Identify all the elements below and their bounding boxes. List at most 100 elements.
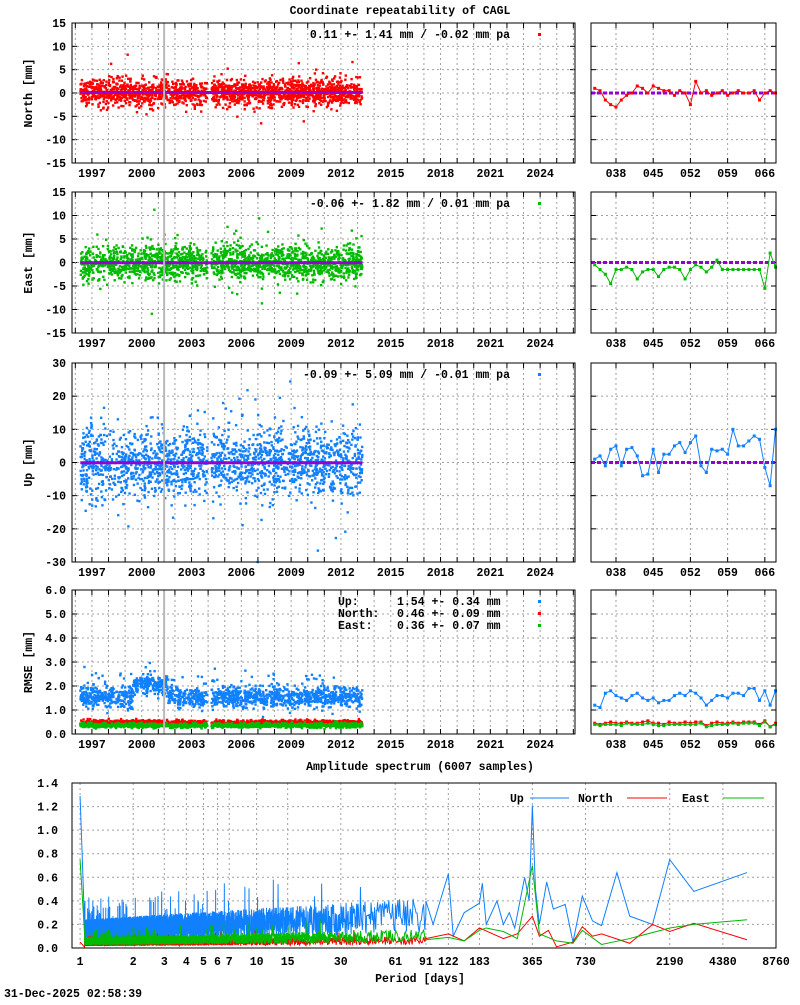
data-point xyxy=(340,270,342,272)
data-point xyxy=(140,257,142,259)
data-point xyxy=(332,499,334,501)
data-point xyxy=(317,84,319,86)
data-point xyxy=(357,438,359,440)
data-point xyxy=(160,81,162,83)
data-point xyxy=(226,226,228,228)
data-point xyxy=(194,98,196,100)
data-point xyxy=(147,87,149,89)
data-point xyxy=(178,101,180,103)
data-point xyxy=(169,272,171,274)
data-point xyxy=(111,273,113,275)
data-point xyxy=(173,97,175,99)
data-point xyxy=(360,268,362,270)
data-point xyxy=(340,81,342,83)
data-point xyxy=(95,95,97,97)
data-point xyxy=(291,257,293,259)
data-point xyxy=(198,95,200,97)
data-point xyxy=(146,270,148,272)
data-point xyxy=(97,106,99,108)
spectrum-title: Amplitude spectrum (6007 samples) xyxy=(306,761,534,774)
data-point xyxy=(266,469,268,471)
data-point xyxy=(99,102,101,104)
data-point xyxy=(100,438,102,440)
data-point xyxy=(226,79,228,81)
data-point xyxy=(261,96,263,98)
data-point xyxy=(179,257,181,259)
data-point xyxy=(270,267,272,269)
data-point xyxy=(184,88,186,90)
data-point xyxy=(307,96,309,98)
data-point xyxy=(286,255,288,257)
data-point xyxy=(359,481,361,483)
data-point xyxy=(269,481,271,483)
data-point xyxy=(218,495,220,497)
data-point xyxy=(224,103,226,105)
data-point xyxy=(138,274,140,276)
data-point xyxy=(212,250,214,252)
data-point xyxy=(92,467,94,469)
data-point xyxy=(273,484,275,486)
data-point xyxy=(192,264,194,266)
data-point xyxy=(252,107,254,109)
data-point xyxy=(114,268,116,270)
data-point xyxy=(147,259,149,261)
data-point xyxy=(92,473,94,475)
data-point xyxy=(296,250,298,252)
data-point xyxy=(169,97,171,99)
data-point xyxy=(348,273,350,275)
data-point xyxy=(333,279,335,281)
data-point xyxy=(214,286,216,288)
data-point xyxy=(99,79,101,81)
data-point xyxy=(341,276,343,278)
data-point xyxy=(186,104,188,106)
data-point xyxy=(165,81,167,83)
data-point xyxy=(313,88,315,90)
data-point xyxy=(231,271,233,273)
x-tick-label: 2021 xyxy=(477,338,505,351)
data-point xyxy=(184,491,186,493)
x-tick-label: 2018 xyxy=(427,168,455,181)
data-point xyxy=(251,243,253,245)
data-point xyxy=(342,440,344,442)
data-point xyxy=(147,273,149,275)
data-point xyxy=(322,72,324,74)
data-point xyxy=(106,96,108,98)
data-point xyxy=(262,85,264,87)
data-point xyxy=(131,255,133,257)
data-point xyxy=(355,273,357,275)
data-point xyxy=(329,469,331,471)
y-tick-label: -5 xyxy=(52,281,66,294)
data-point xyxy=(124,100,126,102)
data-point xyxy=(237,97,239,99)
data-point xyxy=(241,524,243,526)
x-tick-label: 2009 xyxy=(277,338,305,351)
data-point xyxy=(101,85,103,87)
data-point xyxy=(137,477,139,479)
data-point xyxy=(142,74,144,76)
data-point xyxy=(197,439,199,441)
data-point xyxy=(224,85,226,87)
data-point xyxy=(141,102,143,104)
data-point xyxy=(95,254,97,256)
data-point xyxy=(257,478,259,480)
data-point xyxy=(269,107,271,109)
data-point xyxy=(262,254,264,256)
data-point xyxy=(134,105,136,107)
data-point xyxy=(88,503,90,505)
data-point xyxy=(202,258,204,260)
data-point xyxy=(137,270,139,272)
data-point xyxy=(769,89,772,92)
data-point xyxy=(184,276,186,278)
data-point xyxy=(124,251,126,253)
data-point xyxy=(109,433,111,435)
data-point xyxy=(135,270,137,272)
data-point xyxy=(99,288,101,290)
data-point xyxy=(296,277,298,279)
data-point xyxy=(236,489,238,491)
data-point xyxy=(287,81,289,83)
x-tick-label: 2015 xyxy=(377,567,405,580)
data-point xyxy=(337,275,339,277)
data-point xyxy=(102,245,104,247)
data-point xyxy=(248,257,250,259)
data-point xyxy=(294,80,296,82)
